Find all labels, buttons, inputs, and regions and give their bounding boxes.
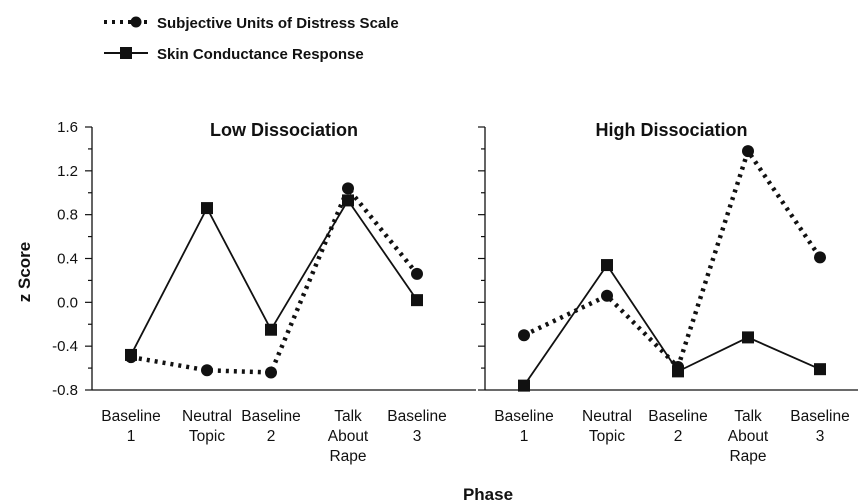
x-tick-label: Rape bbox=[729, 448, 766, 465]
x-tick-label: Baseline bbox=[387, 408, 446, 425]
panel-title-high: High Dissociation bbox=[595, 120, 747, 140]
x-tick-label: Talk bbox=[734, 408, 762, 425]
x-tick-label: Neutral bbox=[182, 408, 232, 425]
y-tick-label: -0.4 bbox=[52, 338, 78, 355]
x-tick-label: About bbox=[328, 428, 369, 445]
legend-label-scr: Skin Conductance Response bbox=[157, 46, 364, 63]
x-tick-label: Topic bbox=[189, 428, 225, 445]
data-point-scr bbox=[814, 363, 826, 376]
x-tick-label: About bbox=[728, 428, 769, 445]
data-point-scr bbox=[742, 331, 754, 344]
x-tick-label: Baseline bbox=[790, 408, 849, 425]
series-line-suds bbox=[523, 146, 822, 372]
legend-marker-suds bbox=[130, 16, 142, 28]
x-tick-label: Talk bbox=[334, 408, 362, 425]
y-tick-label: 0.8 bbox=[57, 207, 78, 224]
x-tick-label: Rape bbox=[329, 448, 366, 465]
x-tick-label: 2 bbox=[674, 428, 683, 445]
series-line-suds bbox=[130, 184, 419, 375]
x-tick-label: Baseline bbox=[241, 408, 300, 425]
data-point-scr bbox=[201, 202, 213, 215]
y-tick-label: 1.2 bbox=[57, 163, 78, 180]
x-axis-title: Phase bbox=[463, 485, 513, 504]
data-point-scr bbox=[601, 259, 613, 272]
data-point-scr bbox=[411, 294, 423, 307]
x-tick-label: 2 bbox=[267, 428, 276, 445]
y-tick-label: 0.4 bbox=[57, 251, 78, 268]
y-axis-title: z Score bbox=[15, 242, 34, 302]
x-tick-label: Baseline bbox=[494, 408, 553, 425]
data-point-suds bbox=[814, 251, 826, 264]
data-point-suds bbox=[342, 182, 354, 195]
panel-title-low: Low Dissociation bbox=[210, 120, 358, 140]
data-point-scr bbox=[518, 379, 530, 392]
x-tick-label: 3 bbox=[816, 428, 825, 445]
data-point-scr bbox=[672, 365, 684, 378]
x-tick-label: 1 bbox=[127, 428, 136, 445]
data-point-scr bbox=[342, 194, 354, 207]
data-point-suds bbox=[742, 145, 754, 158]
data-point-suds bbox=[601, 289, 613, 302]
y-tick-label: -0.8 bbox=[52, 382, 78, 399]
x-tick-label: 1 bbox=[520, 428, 529, 445]
x-tick-label: Topic bbox=[589, 428, 625, 445]
x-tick-label: Baseline bbox=[101, 408, 160, 425]
data-point-scr bbox=[265, 323, 277, 336]
data-point-suds bbox=[201, 364, 213, 377]
x-tick-label: Baseline bbox=[648, 408, 707, 425]
y-tick-label: 1.6 bbox=[57, 119, 78, 136]
data-point-suds bbox=[411, 267, 423, 280]
legend-label-suds: Subjective Units of Distress Scale bbox=[157, 15, 399, 32]
data-point-scr bbox=[125, 348, 137, 361]
x-tick-label: 3 bbox=[413, 428, 422, 445]
x-tick-label: Neutral bbox=[582, 408, 632, 425]
legend-marker-scr bbox=[120, 47, 132, 59]
data-point-suds bbox=[265, 366, 277, 379]
y-tick-label: 0.0 bbox=[57, 294, 78, 311]
data-point-suds bbox=[518, 329, 530, 342]
